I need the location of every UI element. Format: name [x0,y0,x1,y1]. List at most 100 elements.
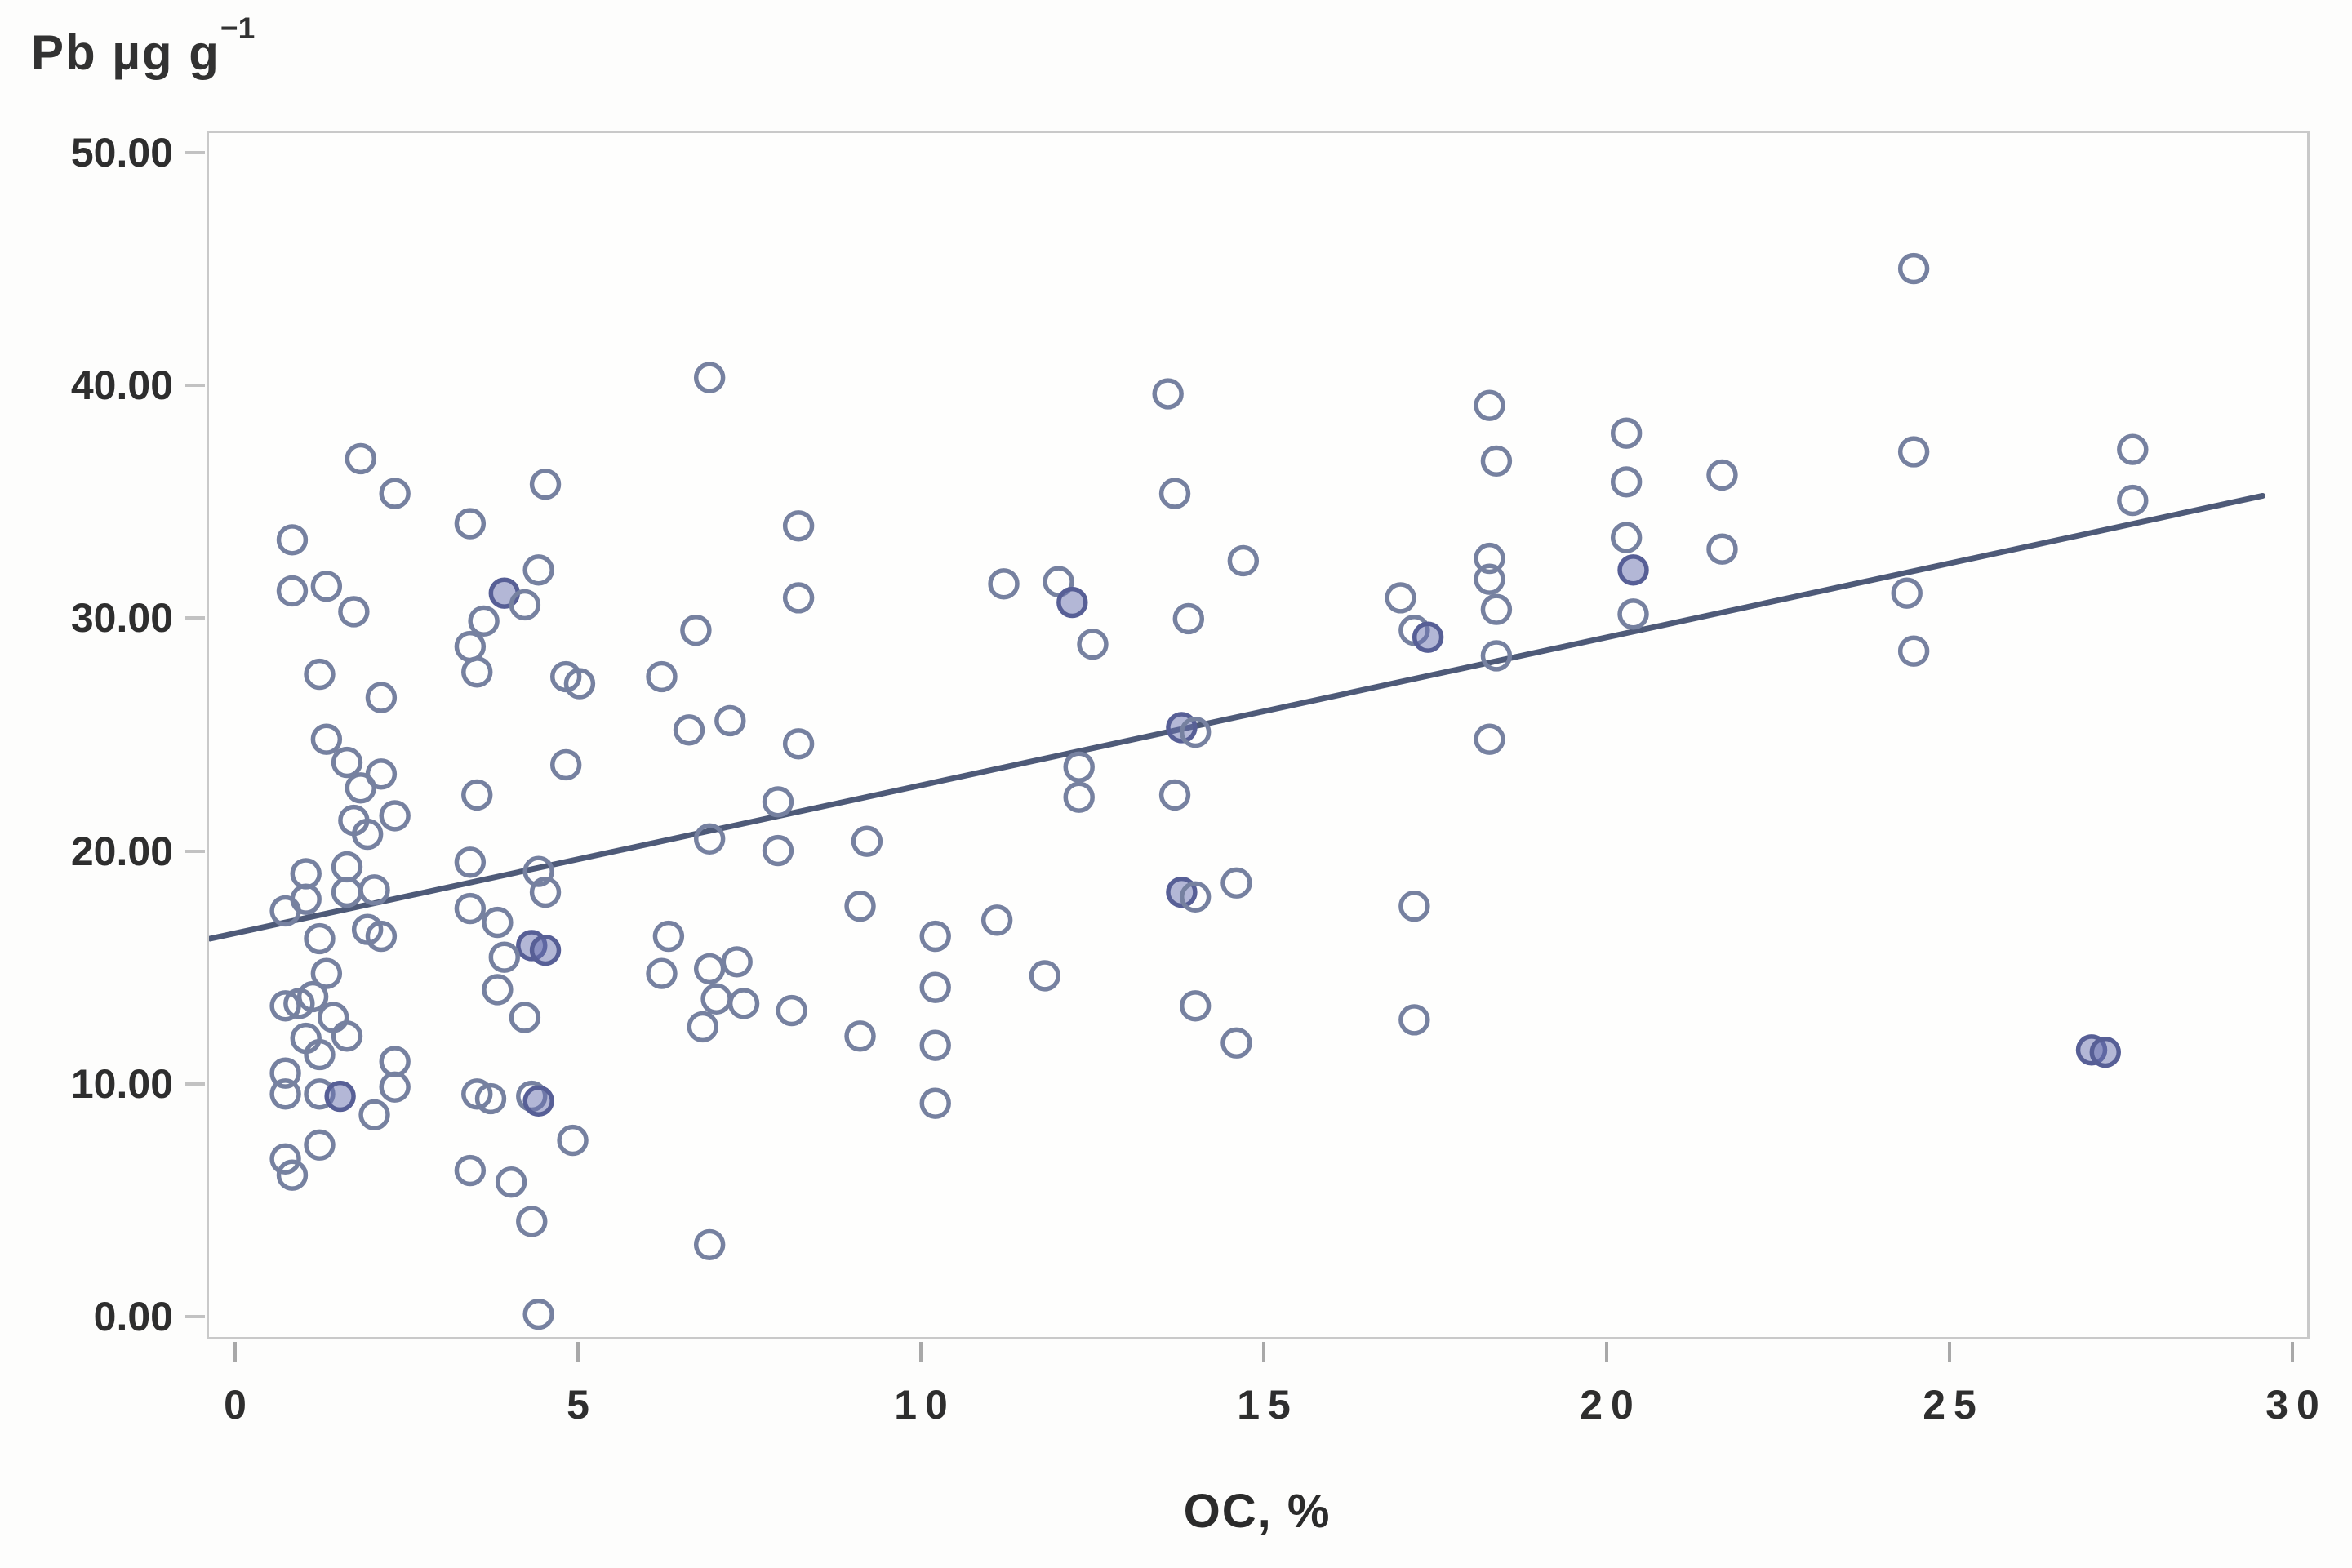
scatter-point [782,510,815,542]
scatter-point [1227,544,1260,577]
scatter-point [700,983,732,1015]
scatter-point [358,874,390,906]
scatter-point [529,469,562,500]
x-tick-label: 25 [1923,1382,1985,1428]
scatter-point [379,1046,411,1077]
scatter-point [1706,533,1738,565]
scatter-point [482,974,514,1006]
scatter-point [461,1078,493,1110]
scatter-point [980,904,1013,936]
scatter-point [468,605,500,637]
x-tick-mark [1605,1342,1608,1362]
scatter-point [1063,781,1095,813]
scatter-point [454,846,487,878]
scatter-point [1412,621,1444,653]
scatter-point [1617,554,1649,586]
scatter-point [474,1082,507,1115]
scatter-point [522,1298,554,1330]
scatter-point [844,1020,876,1052]
scatter-point [331,1020,363,1052]
y-tick-mark [185,849,205,853]
scatter-point [522,855,554,887]
scatter-point [919,1029,951,1061]
scatter-point [516,1206,548,1237]
y-tick-mark [185,151,205,154]
scatter-point [919,971,951,1003]
x-tick-mark [576,1342,580,1362]
scatter-point [1610,466,1643,498]
scatter-point [365,920,398,953]
x-tick-mark [1262,1342,1265,1362]
scatter-point [358,1099,390,1130]
scatter-point [310,957,343,989]
scatter-point [782,728,815,760]
scatter-point [1706,459,1738,491]
scatter-point [522,554,554,586]
scatter-point [529,876,562,908]
scatter-point [1474,563,1505,595]
scatter-point [351,818,384,851]
scatter-point [673,714,705,746]
scatter-point [727,988,760,1019]
scatter-point [482,906,514,939]
scatter-point [844,890,876,922]
scatter-point [776,994,807,1027]
scatter-point [1158,478,1191,509]
scatter-point [1897,436,1930,468]
scatter-point [1158,779,1191,811]
scatter-point [1179,881,1212,913]
scatter-point [782,582,815,614]
scatter-point [454,1154,487,1187]
scatter-point [529,934,562,966]
scatter-point [454,508,487,540]
scatter-point [1385,582,1416,614]
scatter-point [324,1080,356,1113]
scatter-point [1398,890,1430,922]
x-tick-mark [919,1342,923,1362]
scatter-point [2089,1036,2121,1068]
scatter-point [693,1228,726,1261]
scatter-point [379,800,411,832]
x-tick-label: 0 [224,1382,255,1428]
plot-area [207,131,2310,1339]
scatter-point [557,1124,589,1157]
x-tick-mark [233,1342,237,1362]
scatter-point [721,946,753,978]
scatter-point [1077,629,1109,660]
scatter-point [461,656,493,688]
scatter-point [290,858,322,890]
scatter-point [331,876,363,908]
y-tick-label: 50.00 [70,130,173,175]
scatter-point [310,571,343,602]
scatter-point [1179,716,1212,748]
scatter-point [549,748,582,781]
scatter-point [269,895,301,927]
y-tick-label: 30.00 [70,595,173,642]
x-tick-label: 20 [1580,1382,1642,1428]
scatter-point [762,786,794,818]
y-tick-label: 40.00 [70,362,173,409]
x-tick-mark [1948,1342,1951,1362]
scatter-point [1172,602,1205,635]
scatter-point [331,851,363,883]
scatter-point [1152,378,1184,410]
scatter-point [687,1011,718,1043]
scatter-point [318,1002,349,1033]
scatter-point [2117,433,2149,465]
y-tick-mark [185,1082,205,1086]
y-axis-title-main: Pb µg g [31,25,220,80]
scatter-point [1480,445,1513,478]
y-axis-title-exponent: −1 [220,11,256,46]
scatter-svg [209,252,2266,1330]
scatter-point [919,920,951,953]
scatter-point [1063,751,1095,783]
scatter-point [1220,1027,1252,1059]
scatter-point [1029,960,1061,992]
scatter-point [693,823,726,855]
scatter-point [1179,990,1212,1022]
scatter-point [1480,640,1513,672]
scatter-point [454,630,487,663]
scatter-point [304,922,336,955]
scatter-point [276,1159,309,1191]
